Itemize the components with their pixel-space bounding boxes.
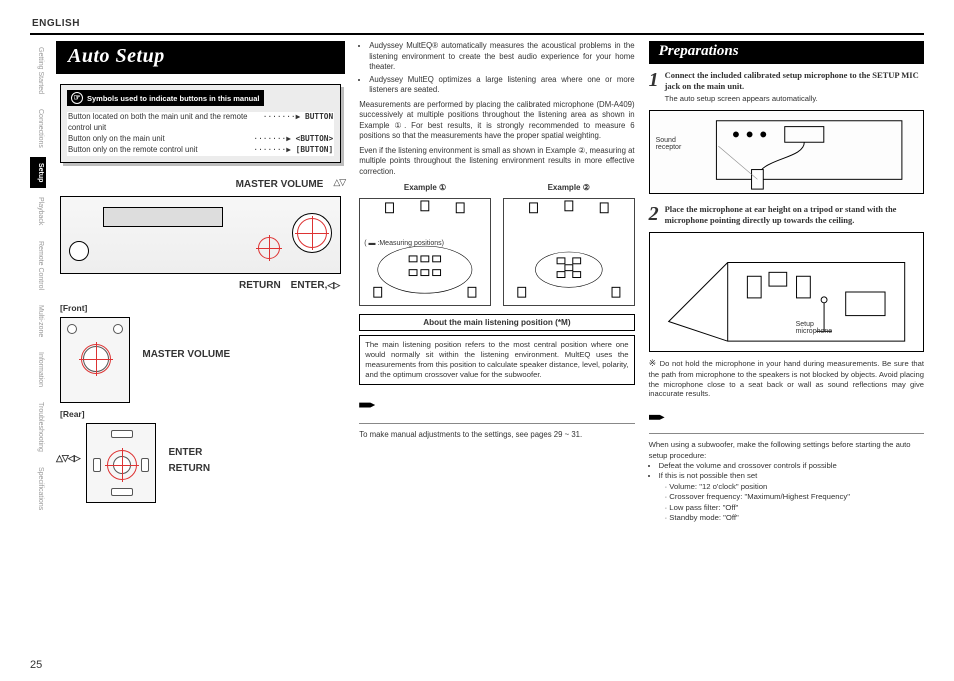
example-1-caption: Example ①: [359, 183, 491, 194]
triangle-updown-icon: △▽: [333, 177, 345, 188]
sub-bullet-2: If this is not possible then set Volume:…: [659, 471, 924, 523]
about-body: The main listening position refers to th…: [359, 335, 634, 385]
remote-front-diagram: [60, 317, 130, 403]
measurement-para-2: Even if the listening environment is sma…: [359, 146, 634, 178]
sub-bullet-2d: Standby mode: "Off": [665, 513, 924, 523]
mic-jack-illustration: Sound receptor: [649, 110, 924, 194]
receiver-diagram: [60, 196, 341, 274]
example-1-diagram: ( ▬ :Measuring positions): [359, 198, 491, 306]
legend-row: Button only on the remote control unit··…: [67, 145, 334, 156]
side-tab[interactable]: Information: [30, 346, 46, 393]
sub-bullet-2a: Volume: "12 o'clock" position: [665, 482, 924, 492]
remote-rear-diagram: [86, 423, 156, 503]
master-volume-label-2: MASTER VOLUME: [142, 347, 230, 363]
hand-icon: ☞: [71, 92, 83, 104]
return-label-2: RETURN: [168, 461, 210, 477]
side-tab[interactable]: Troubleshooting: [30, 396, 46, 458]
step-1-number: 1: [649, 70, 659, 104]
side-tab[interactable]: Multi-zone: [30, 299, 46, 343]
legend-row: Button located on both the main unit and…: [67, 112, 334, 134]
example-2-caption: Example ②: [503, 183, 635, 194]
return-label: RETURN: [239, 280, 281, 291]
legend-box: ☞ Symbols used to indicate buttons in th…: [60, 84, 341, 163]
sound-receptor-label: Sound receptor: [656, 137, 682, 151]
about-title: About the main listening position (*M): [359, 314, 634, 331]
pencil-icon: [359, 399, 375, 411]
legend-heading-text: Symbols used to indicate buttons in this…: [87, 94, 260, 103]
page-title: Auto Setup: [56, 41, 345, 74]
rear-label: [Rear]: [60, 409, 345, 419]
body-bullet: Audyssey MultEQ optimizes a large listen…: [369, 75, 634, 96]
enter-label: ENTER,◁▷: [291, 280, 340, 291]
divider: [359, 423, 634, 424]
column-right: Preparations 1 Connect the included cali…: [649, 41, 924, 523]
language-label: ENGLISH: [32, 18, 924, 29]
step-2: 2 Place the microphone at ear height on …: [649, 204, 924, 226]
side-tab[interactable]: Specifications: [30, 461, 46, 516]
subwoofer-notes: When using a subwoofer, make the followi…: [649, 440, 924, 523]
enter-label-2: ENTER: [168, 445, 210, 461]
step-1-subtext: The auto setup screen appears automatica…: [665, 94, 924, 104]
side-tab[interactable]: Remote Control: [30, 235, 46, 296]
footnote: To make manual adjustments to the settin…: [359, 430, 634, 441]
step-2-number: 2: [649, 204, 659, 226]
side-tab[interactable]: Playback: [30, 191, 46, 231]
side-tab[interactable]: Connections: [30, 103, 46, 154]
page-number: 25: [30, 659, 42, 671]
column-middle: Audyssey MultEQ® automatically measures …: [359, 41, 634, 523]
room-illustration: Setup microphone: [649, 232, 924, 352]
front-label: [Front]: [60, 303, 345, 313]
step-1: 1 Connect the included calibrated setup …: [649, 70, 924, 104]
triangle-all-icon: △▽◁▷: [56, 453, 80, 464]
step-2-text: Place the microphone at ear height on a …: [665, 204, 924, 226]
preparations-title: Preparations: [649, 41, 924, 64]
side-tab[interactable]: Getting Started: [30, 41, 46, 100]
legend-heading: ☞ Symbols used to indicate buttons in th…: [67, 90, 264, 106]
measuring-positions-label: ( ▬ :Measuring positions): [364, 239, 444, 248]
top-rule: [30, 33, 924, 35]
caution-text: ※Do not hold the microphone in your hand…: [649, 358, 924, 399]
example-2-diagram: [503, 198, 635, 306]
pencil-icon-2: [649, 411, 665, 423]
body-bullet: Audyssey MultEQ® automatically measures …: [369, 41, 634, 73]
sub-bullet-1: Defeat the volume and crossover controls…: [659, 461, 924, 471]
examples-row: Example ①: [359, 183, 634, 306]
master-volume-label: MASTER VOLUME: [236, 179, 324, 190]
side-tabs: Getting Started Connections Setup Playback R…: [30, 41, 46, 523]
sub-bullet-2c: Low pass filter: "Off": [665, 503, 924, 513]
measurement-para-1: Measurements are performed by placing th…: [359, 100, 634, 142]
column-left: Auto Setup ☞ Symbols used to indicate bu…: [56, 41, 345, 523]
side-tab[interactable]: Setup: [30, 157, 46, 188]
sub-bullet-2b: Crossover frequency: "Maximum/Highest Fr…: [665, 492, 924, 502]
caution-mark-icon: ※: [649, 358, 657, 368]
legend-row: Button only on the main unit·······▶ <BU…: [67, 134, 334, 145]
divider-2: [649, 433, 924, 434]
step-1-text: Connect the included calibrated setup mi…: [665, 70, 919, 91]
setup-mic-label: Setup microphone: [796, 321, 833, 335]
sub-intro: When using a subwoofer, make the followi…: [649, 440, 924, 461]
